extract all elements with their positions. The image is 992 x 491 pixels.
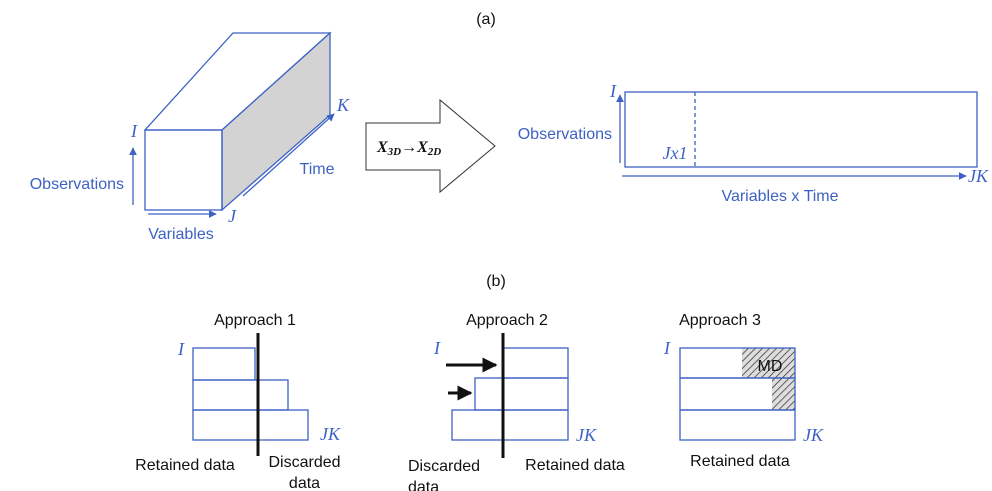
row xyxy=(192,347,256,381)
axis-label: Observations xyxy=(30,176,124,193)
region-label: Discarded data xyxy=(408,458,481,491)
dim-label: JK xyxy=(576,425,597,445)
dim-label: JK xyxy=(968,166,989,186)
axis-label: Time xyxy=(300,161,335,178)
region-label: Retained data xyxy=(135,457,235,474)
dim-label: I xyxy=(130,121,138,141)
row xyxy=(192,379,289,411)
subscript: 3D xyxy=(387,146,402,158)
cube-side xyxy=(221,31,331,212)
row xyxy=(474,377,569,411)
region-label: Discarded data xyxy=(268,454,341,491)
dim-label: JK xyxy=(803,425,824,445)
axis-label: Observations xyxy=(518,126,612,143)
symbol: X xyxy=(416,139,428,156)
axis-label: Variables xyxy=(148,226,214,243)
subscript: 2D xyxy=(427,146,442,158)
dim-label: JK xyxy=(320,424,341,444)
region-label: Retained data xyxy=(525,457,625,474)
row xyxy=(679,409,796,441)
arrow-symbol: → xyxy=(401,139,417,156)
arrow xyxy=(242,113,335,197)
panel-label: (b) xyxy=(486,273,506,290)
dim-label: I xyxy=(433,338,441,358)
row xyxy=(502,347,569,379)
symbol: X xyxy=(376,139,388,156)
approach-title: Approach 3 xyxy=(679,312,761,329)
panel-label: (a) xyxy=(476,11,496,28)
row xyxy=(451,409,569,441)
row xyxy=(192,409,309,441)
dim-label: K xyxy=(336,95,350,115)
cube-front xyxy=(144,129,223,211)
dim-label: I xyxy=(609,81,617,101)
approach-title: Approach 1 xyxy=(214,312,296,329)
dim-label: I xyxy=(663,338,671,358)
dim-label: I xyxy=(177,339,185,359)
missing-data xyxy=(742,348,795,410)
missing-label: MD xyxy=(758,358,783,375)
transform-label: X3D→X2D xyxy=(376,139,441,158)
approach-title: Approach 2 xyxy=(466,312,548,329)
dim-label: J xyxy=(228,206,237,226)
dim-label: Jx1 xyxy=(663,143,688,163)
matrix xyxy=(624,91,978,168)
region-label: Retained data xyxy=(690,453,790,470)
axis-label: Variables x Time xyxy=(721,188,838,205)
transform-arrow xyxy=(365,98,496,194)
